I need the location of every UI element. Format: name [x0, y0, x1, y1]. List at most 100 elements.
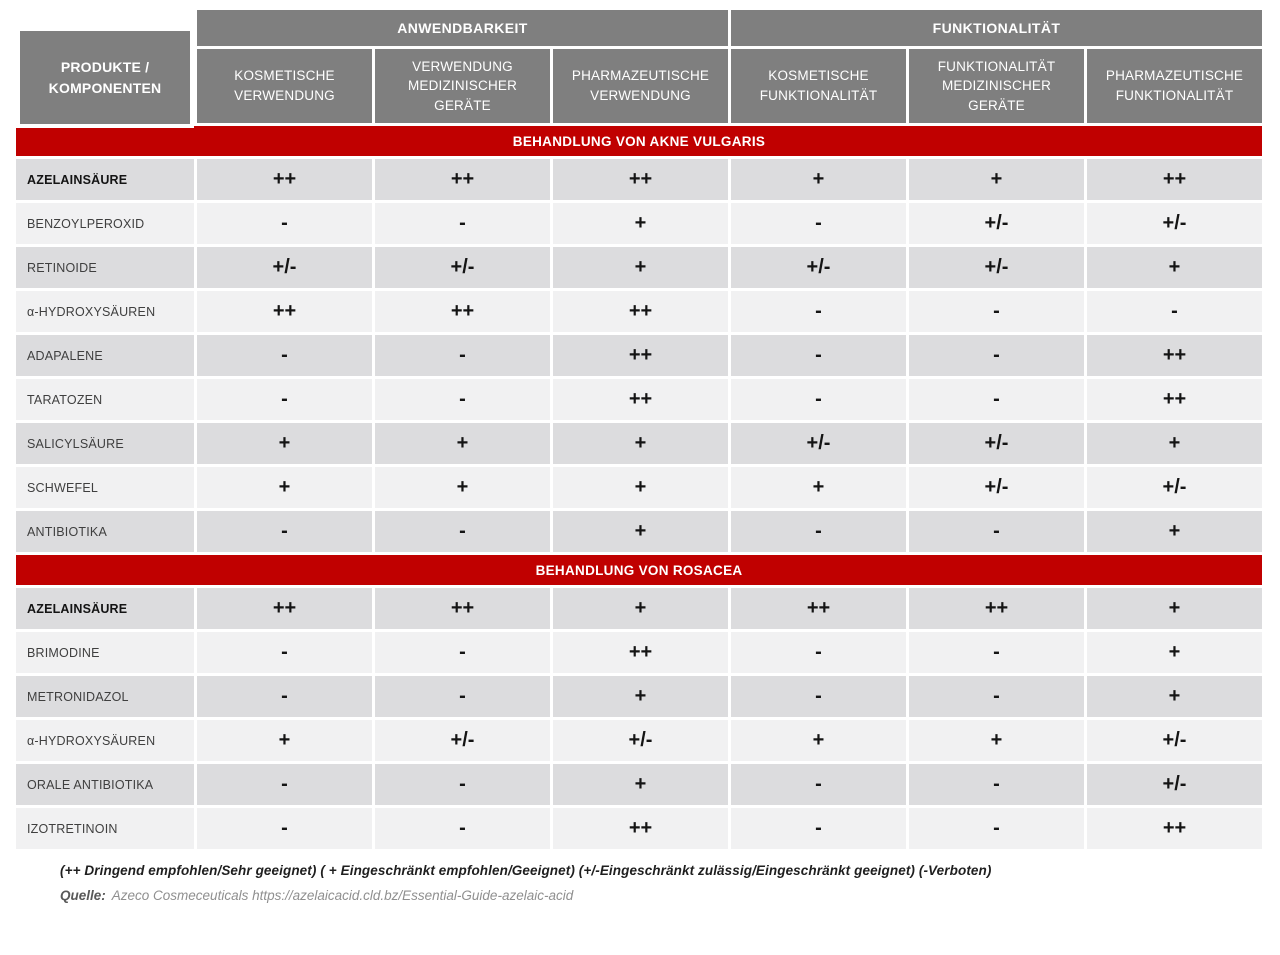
rating-cell: +	[909, 720, 1084, 761]
rating-cell: -	[197, 632, 372, 673]
rating-cell: +	[731, 720, 906, 761]
product-label: SALICYLSÄURE	[16, 423, 194, 464]
rating-cell: +	[553, 247, 728, 288]
rating-cell: +/-	[375, 247, 550, 288]
rating-cell: -	[731, 511, 906, 552]
rating-cell: -	[731, 764, 906, 805]
rating-cell: -	[731, 808, 906, 849]
rating-cell: -	[375, 203, 550, 244]
rating-cell: -	[1087, 291, 1262, 332]
product-label: α-HYDROXYSÄUREN	[16, 291, 194, 332]
rating-cell: +	[909, 159, 1084, 200]
rating-cell: +/-	[731, 247, 906, 288]
rating-cell: -	[197, 511, 372, 552]
rating-cell: ++	[375, 291, 550, 332]
rating-cell: ++	[1087, 808, 1262, 849]
rating-cell: +	[1087, 511, 1262, 552]
rating-cell: +	[375, 423, 550, 464]
product-label: TARATOZEN	[16, 379, 194, 420]
comparison-table: PRODUKTE / KOMPONENTEN ANWENDBARKEIT FUN…	[16, 10, 1262, 849]
rating-cell: -	[375, 808, 550, 849]
rating-cell: -	[731, 676, 906, 717]
rating-cell: +	[553, 203, 728, 244]
rating-cell: +	[553, 588, 728, 629]
rating-cell: ++	[197, 159, 372, 200]
rating-cell: -	[375, 511, 550, 552]
rating-cell: +/-	[909, 423, 1084, 464]
rating-cell: +	[553, 764, 728, 805]
rating-cell: +	[197, 720, 372, 761]
rating-cell: +/-	[553, 720, 728, 761]
rating-cell: +	[731, 159, 906, 200]
rating-cell: -	[197, 764, 372, 805]
rating-cell: +	[375, 467, 550, 508]
rating-cell: -	[731, 379, 906, 420]
rating-cell: +	[197, 467, 372, 508]
rating-cell: +	[553, 676, 728, 717]
product-label: AZELAINSÄURE	[16, 588, 194, 629]
rating-cell: -	[909, 808, 1084, 849]
rating-cell: +/-	[909, 467, 1084, 508]
rating-cell: -	[731, 291, 906, 332]
rating-cell: +/-	[909, 203, 1084, 244]
rating-cell: -	[375, 335, 550, 376]
rating-cell: +	[553, 423, 728, 464]
rating-cell: -	[909, 632, 1084, 673]
column-header: KOSMETISCHE VERWENDUNG	[197, 49, 372, 123]
rating-cell: -	[375, 632, 550, 673]
rating-cell: -	[909, 335, 1084, 376]
rating-cell: -	[375, 676, 550, 717]
product-label: IZOTRETINOIN	[16, 808, 194, 849]
rating-cell: ++	[909, 588, 1084, 629]
column-header: FUNKTIONALITÄT MEDIZINISCHER GERÄTE	[909, 49, 1084, 123]
source-line: Quelle: Azeco Cosmeceuticals https://azel…	[60, 888, 1250, 903]
rating-cell: ++	[1087, 159, 1262, 200]
rating-cell: ++	[553, 159, 728, 200]
product-label: AZELAINSÄURE	[16, 159, 194, 200]
rating-cell: -	[197, 808, 372, 849]
source-label: Quelle:	[60, 888, 106, 903]
rating-cell: -	[909, 676, 1084, 717]
rating-cell: ++	[553, 335, 728, 376]
column-header: PHARMAZEUTISCHE FUNKTIONALITÄT	[1087, 49, 1262, 123]
product-label: SCHWEFEL	[16, 467, 194, 508]
product-label: ADAPALENE	[16, 335, 194, 376]
rating-cell: ++	[553, 291, 728, 332]
rating-cell: +/-	[1087, 467, 1262, 508]
rating-legend: (++ Dringend empfohlen/Sehr geeignet) ( …	[60, 863, 992, 878]
rating-cell: +	[1087, 588, 1262, 629]
rating-cell: ++	[553, 808, 728, 849]
product-label: BENZOYLPEROXID	[16, 203, 194, 244]
rating-cell: ++	[375, 159, 550, 200]
rating-cell: ++	[731, 588, 906, 629]
rating-cell: +/-	[197, 247, 372, 288]
rating-cell: +/-	[375, 720, 550, 761]
rating-cell: -	[375, 379, 550, 420]
rating-cell: -	[909, 291, 1084, 332]
product-label: METRONIDAZOL	[16, 676, 194, 717]
rating-cell: -	[197, 676, 372, 717]
rating-cell: +/-	[1087, 720, 1262, 761]
column-header: PHARMAZEUTISCHE VERWENDUNG	[553, 49, 728, 123]
rating-cell: +	[1087, 247, 1262, 288]
rating-cell: ++	[1087, 379, 1262, 420]
rating-cell: ++	[197, 588, 372, 629]
rating-cell: +	[197, 423, 372, 464]
section-band: BEHANDLUNG VON AKNE VULGARIS	[16, 126, 1262, 156]
rating-cell: ++	[375, 588, 550, 629]
rating-cell: -	[731, 203, 906, 244]
rating-cell: +	[553, 467, 728, 508]
section-band: BEHANDLUNG VON ROSACEA	[16, 555, 1262, 585]
rating-cell: ++	[1087, 335, 1262, 376]
rating-cell: ++	[553, 379, 728, 420]
product-label: BRIMODINE	[16, 632, 194, 673]
column-header: VERWENDUNG MEDIZINISCHER GERÄTE	[375, 49, 550, 123]
product-label: ANTIBIOTIKA	[16, 511, 194, 552]
rating-cell: -	[375, 764, 550, 805]
rating-cell: +/-	[731, 423, 906, 464]
rating-cell: ++	[197, 291, 372, 332]
rating-cell: +	[731, 467, 906, 508]
rating-cell: -	[909, 764, 1084, 805]
rating-cell: -	[197, 335, 372, 376]
rating-cell: -	[197, 379, 372, 420]
